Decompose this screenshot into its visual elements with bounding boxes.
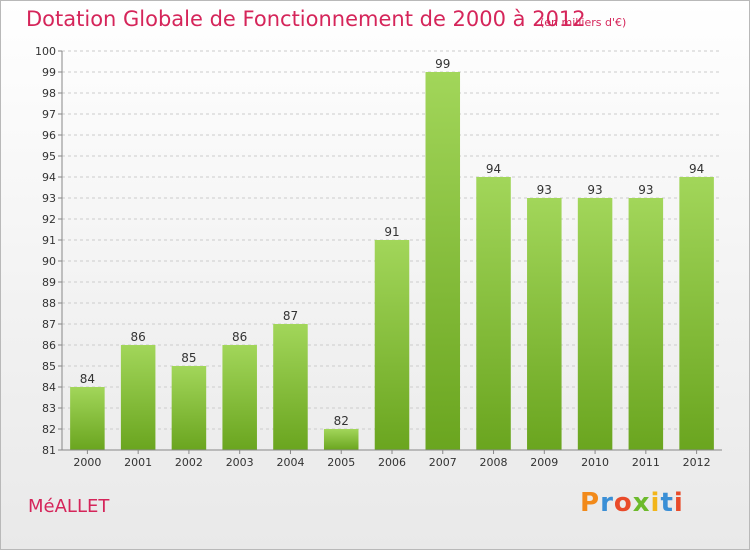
bar [171, 366, 207, 450]
bar [577, 198, 613, 450]
x-tick-label: 2001 [124, 456, 152, 469]
x-tick-label: 2003 [226, 456, 254, 469]
y-tick-label: 96 [42, 129, 56, 142]
x-tick-label: 2008 [480, 456, 508, 469]
y-tick-label: 89 [42, 276, 56, 289]
bar [425, 72, 461, 450]
bar [628, 198, 664, 450]
y-tick-label: 92 [42, 213, 56, 226]
y-tick-label: 93 [42, 192, 56, 205]
data-label: 94 [486, 162, 501, 176]
brand-letter: r [600, 488, 614, 518]
x-tick-label: 2002 [175, 456, 203, 469]
x-tick-label: 2006 [378, 456, 406, 469]
y-tick-label: 97 [42, 108, 56, 121]
bar [273, 324, 308, 450]
bar [374, 240, 410, 450]
bar [679, 177, 714, 450]
brand-letter: i [650, 488, 661, 518]
bar [323, 429, 359, 450]
brand-letter: t [660, 488, 674, 518]
y-tick-label: 83 [42, 402, 56, 415]
bar [70, 387, 105, 450]
y-tick-label: 86 [42, 339, 56, 352]
x-tick-label: 2007 [429, 456, 457, 469]
bar [527, 198, 562, 450]
y-tick-label: 94 [42, 171, 56, 184]
y-tick-label: 84 [42, 381, 56, 394]
data-label: 93 [587, 183, 602, 197]
y-tick-label: 90 [42, 255, 56, 268]
y-tick-label: 81 [42, 444, 56, 457]
data-label: 93 [537, 183, 552, 197]
y-tick-label: 98 [42, 87, 56, 100]
data-label: 91 [384, 225, 399, 239]
x-axis: 2000 2001 2002 2003 2004 2005 2006 2007 2008 2009… [62, 449, 722, 469]
data-label: 85 [181, 351, 196, 365]
x-tick-label: 2000 [73, 456, 101, 469]
brand-letter: P [580, 488, 601, 518]
y-tick-label: 100 [35, 45, 56, 58]
brand-letter: x [632, 488, 651, 518]
data-label: 82 [334, 414, 349, 428]
data-label: 93 [638, 183, 653, 197]
x-tick-label: 2010 [581, 456, 609, 469]
y-tick-label: 95 [42, 150, 56, 163]
x-tick-label: 2004 [276, 456, 304, 469]
data-label: 86 [232, 330, 247, 344]
y-tick-label: 99 [42, 66, 56, 79]
brand-letter: o [613, 488, 633, 518]
commune-name: MéALLET [28, 496, 110, 517]
bar [222, 345, 257, 450]
data-label: 94 [689, 162, 704, 176]
bars: 84 86 85 86 87 82 91 99 94 93 93 93 94 [70, 57, 714, 450]
data-label: 86 [131, 330, 146, 344]
bar [476, 177, 511, 450]
data-label: 99 [435, 57, 450, 71]
chart-title: Dotation Globale de Fonctionnement de 20… [26, 7, 586, 31]
data-label: 84 [80, 372, 95, 386]
chart-unit: (en milliers d'€) [540, 16, 627, 29]
data-label: 87 [283, 309, 298, 323]
x-tick-label: 2012 [683, 456, 711, 469]
brand-letter: i [673, 488, 684, 518]
x-tick-label: 2005 [327, 456, 355, 469]
y-tick-label: 91 [42, 234, 56, 247]
y-tick-label: 82 [42, 423, 56, 436]
y-tick-label: 87 [42, 318, 56, 331]
y-axis: 81 82 83 84 85 86 87 88 89 90 91 92 93 94 95 96 97 98 99 10… [35, 45, 63, 457]
y-tick-label: 85 [42, 360, 56, 373]
proxiti-logo[interactable]: Proxiti [580, 488, 684, 518]
x-tick-label: 2009 [530, 456, 558, 469]
bar [120, 345, 156, 450]
x-tick-label: 2011 [632, 456, 660, 469]
y-tick-label: 88 [42, 297, 56, 310]
